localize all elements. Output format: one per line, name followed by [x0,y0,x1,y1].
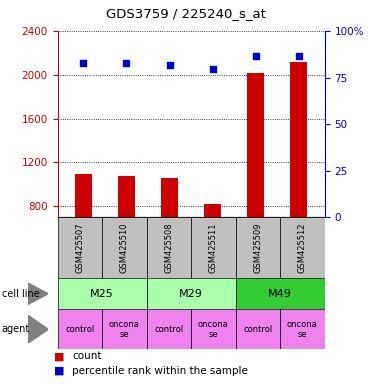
Text: agent: agent [2,324,30,334]
Point [296,53,302,59]
Bar [236,217,280,278]
Bar [58,278,147,309]
Text: GDS3759 / 225240_s_at: GDS3759 / 225240_s_at [106,7,265,20]
Bar [236,278,325,309]
Bar [102,309,147,349]
Text: count: count [72,351,102,361]
Bar [102,217,147,278]
Bar [204,204,221,293]
Bar [118,175,135,293]
Text: oncona
se: oncona se [287,319,318,339]
Bar [280,217,325,278]
Text: GSM425512: GSM425512 [298,222,307,273]
Text: oncona
se: oncona se [109,319,139,339]
Text: GSM425511: GSM425511 [209,222,218,273]
Point [210,66,216,72]
Text: M29: M29 [179,289,203,299]
Bar [147,309,191,349]
Text: ■: ■ [54,351,64,361]
Text: GSM425510: GSM425510 [120,222,129,273]
Text: M25: M25 [90,289,114,299]
Point [167,62,173,68]
Bar [191,309,236,349]
Text: GSM425508: GSM425508 [164,222,173,273]
Point [81,60,86,66]
Bar [161,178,178,293]
Bar [147,217,191,278]
Bar [247,73,264,293]
Text: GSM425509: GSM425509 [253,222,262,273]
Point [124,60,129,66]
Bar [58,217,102,278]
Text: GSM425507: GSM425507 [75,222,84,273]
Text: oncona
se: oncona se [198,319,229,339]
Bar [280,309,325,349]
Text: control: control [243,325,272,334]
Text: control: control [65,325,94,334]
Bar [75,174,92,293]
Bar [290,62,308,293]
Bar [191,217,236,278]
Text: M49: M49 [268,289,292,299]
Text: ■: ■ [54,366,64,376]
Point [253,53,259,59]
Text: control: control [154,325,183,334]
Text: percentile rank within the sample: percentile rank within the sample [72,366,248,376]
Text: cell line: cell line [2,289,40,299]
Polygon shape [28,283,48,305]
Polygon shape [28,315,48,343]
Bar [58,309,102,349]
Bar [236,309,280,349]
Bar [147,278,236,309]
